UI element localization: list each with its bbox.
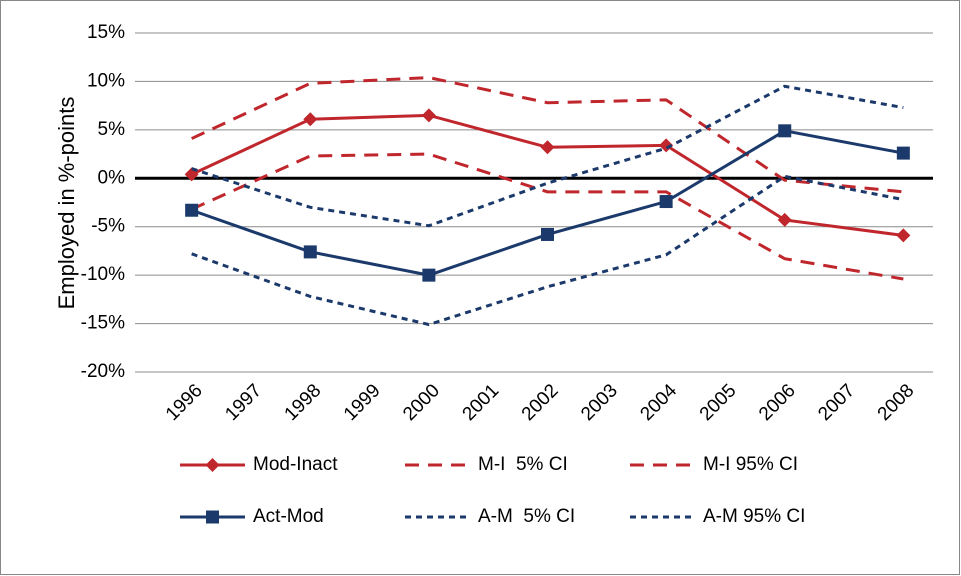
legend-label: A-M 95% CI bbox=[703, 506, 805, 527]
series-line bbox=[191, 84, 904, 228]
data-point bbox=[659, 195, 673, 209]
legend-marker bbox=[205, 458, 220, 472]
y-tick-label: -20% bbox=[81, 361, 125, 382]
legend-label: Mod-Inact bbox=[253, 454, 338, 475]
legend-label: Act-Mod bbox=[253, 506, 324, 527]
data-point bbox=[303, 112, 318, 127]
data-point bbox=[778, 124, 792, 138]
y-axis-title: Employed in %-points bbox=[54, 97, 79, 310]
data-point bbox=[541, 227, 554, 241]
y-tick-label: -10% bbox=[81, 264, 125, 285]
y-tick-label: -15% bbox=[81, 313, 125, 334]
data-point bbox=[303, 245, 317, 259]
data-point bbox=[422, 268, 436, 282]
y-tick-label: 0% bbox=[98, 167, 126, 188]
legend-label: M-I 95% CI bbox=[703, 454, 798, 475]
data-point bbox=[540, 140, 555, 155]
data-point bbox=[777, 212, 792, 227]
y-tick-label: 5% bbox=[98, 119, 126, 140]
data-point bbox=[421, 108, 436, 123]
y-tick-label: 15% bbox=[87, 22, 125, 43]
legend-label: A-M 5% CI bbox=[478, 506, 575, 527]
series-line bbox=[191, 152, 904, 281]
data-point bbox=[659, 138, 674, 153]
y-tick-label: 10% bbox=[87, 70, 125, 91]
series-line bbox=[191, 76, 904, 194]
data-point bbox=[896, 146, 910, 160]
data-point bbox=[896, 228, 911, 243]
data-point bbox=[185, 203, 199, 217]
legend-label: M-I 5% CI bbox=[478, 454, 568, 475]
series-line bbox=[191, 174, 904, 327]
y-tick-label: -5% bbox=[91, 216, 125, 237]
legend-marker bbox=[206, 510, 219, 524]
